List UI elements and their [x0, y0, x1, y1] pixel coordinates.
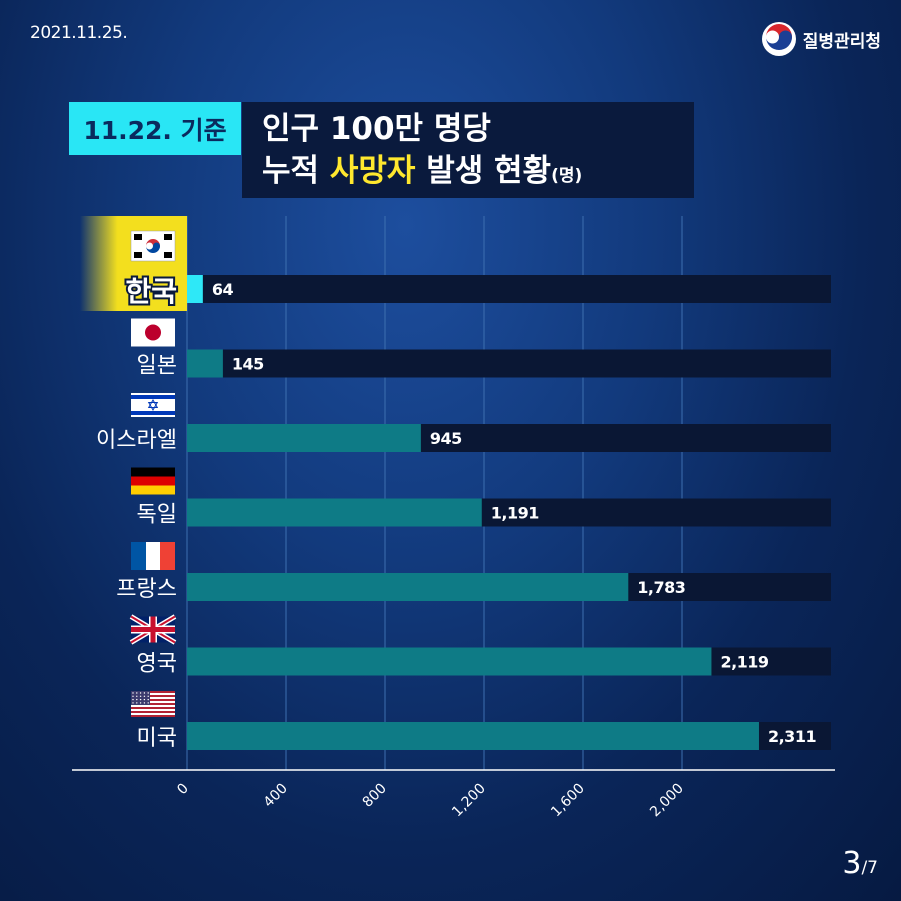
x-tick-label: 0: [174, 781, 192, 799]
reference-date-tag: 11.22. 기준: [69, 102, 241, 155]
title-line-2: 누적 사망자 발생 현황(명): [262, 150, 694, 197]
x-tick-label: 400: [261, 781, 291, 811]
category-label: 독일: [137, 503, 177, 528]
bar-value-label: 1,783: [637, 578, 685, 597]
japan-flag-icon: [131, 318, 175, 347]
page-current: 3: [842, 846, 862, 881]
usa-flag-icon: [131, 691, 175, 717]
kdca-logo-icon: [761, 22, 796, 56]
france-flag-icon: [131, 542, 175, 570]
x-tick-label: 1,600: [548, 781, 588, 821]
category-label: 미국: [137, 726, 177, 751]
uk-flag-icon: [129, 614, 177, 645]
germany-flag-icon: [131, 467, 175, 495]
israel-flag-icon: [131, 393, 175, 417]
category-label: 일본: [137, 354, 177, 379]
title-highlight: 사망자: [329, 153, 416, 189]
x-tick-label: 800: [360, 781, 390, 811]
x-tick-label: 1,200: [449, 781, 489, 821]
bar: [187, 498, 482, 527]
page-indicator: 3/7: [842, 846, 878, 881]
category-label: 프랑스: [116, 577, 177, 602]
title-line-2-suffix: 발생 현황: [415, 153, 552, 189]
bar: [187, 275, 203, 303]
x-tick-label: 2,000: [647, 781, 687, 821]
bar-value-label: 2,119: [720, 653, 768, 672]
title-unit: (명): [551, 166, 583, 186]
bar: [187, 573, 629, 601]
bar-value-label: 145: [232, 355, 264, 374]
title-line-1: 인구 100만 명당: [262, 111, 491, 147]
org-name: 질병관리청: [802, 31, 881, 52]
bar-value-label: 945: [430, 429, 462, 448]
bar-value-label: 2,311: [768, 727, 816, 746]
korea-flag-icon: [130, 230, 176, 262]
org-brand: 질병관리청: [761, 20, 881, 58]
date-label: 2021.11.25.: [30, 23, 128, 43]
bar-track: [187, 349, 831, 378]
category-label: 이스라엘: [96, 428, 177, 453]
bar: [187, 424, 421, 452]
page-total: /7: [861, 858, 878, 878]
bar-track: [187, 275, 831, 303]
bar: [187, 349, 223, 378]
chart-title: 인구 100만 명당 누적 사망자 발생 현황(명): [242, 102, 694, 198]
bar-value-label: 1,191: [491, 504, 539, 523]
bar: [187, 722, 759, 750]
bar: [187, 647, 712, 676]
bar-value-label: 64: [212, 280, 234, 299]
category-label: 영국: [137, 652, 177, 677]
category-label: 한국: [125, 275, 177, 308]
title-line-2-prefix: 누적: [262, 153, 330, 189]
